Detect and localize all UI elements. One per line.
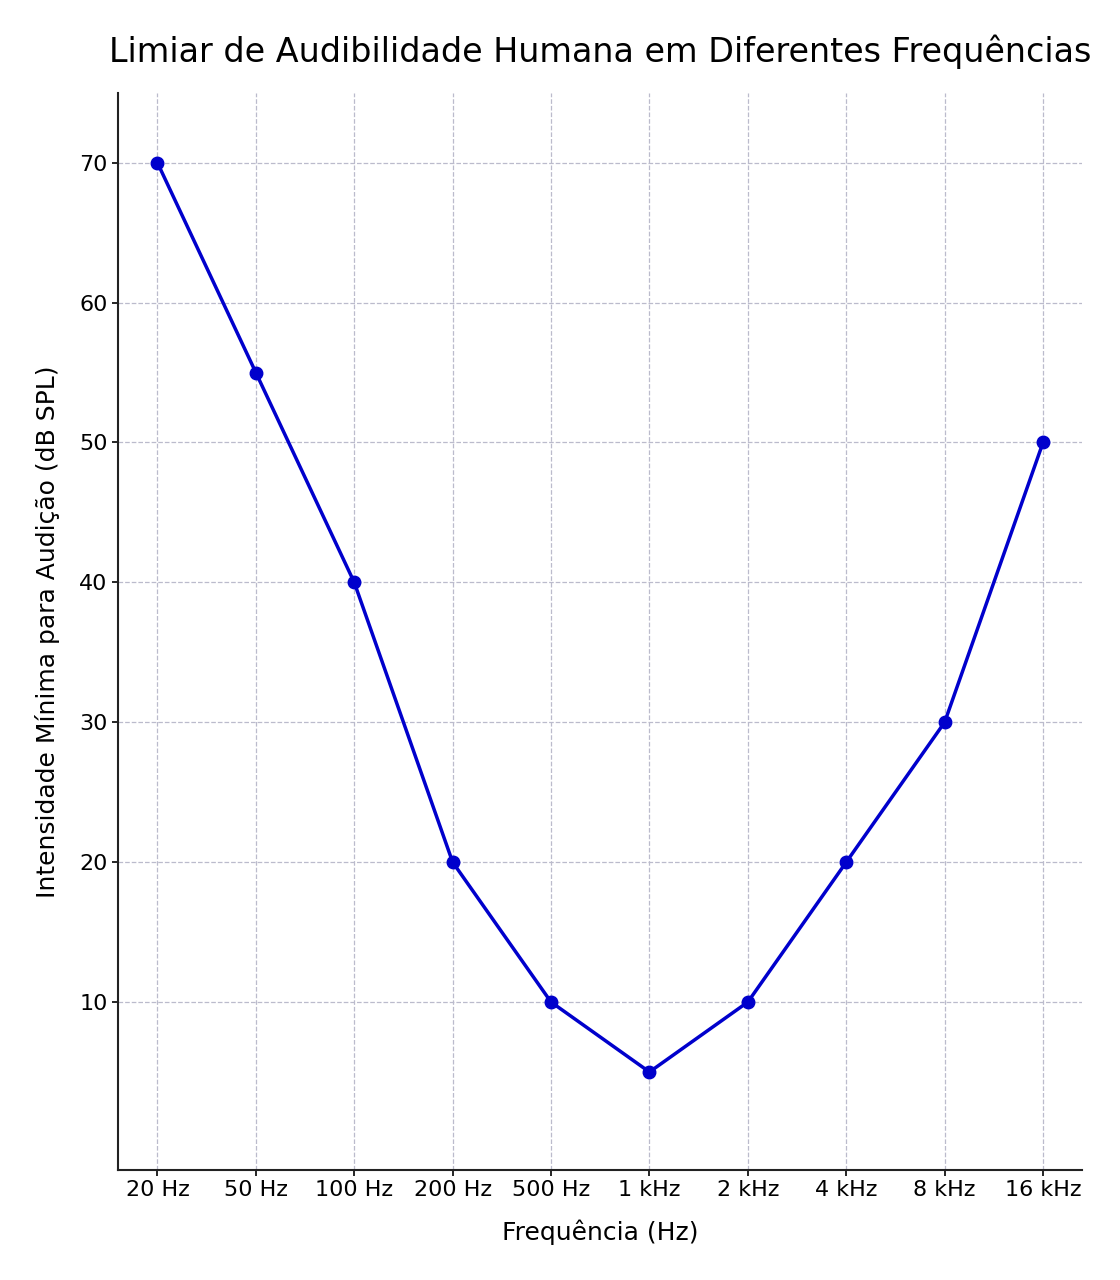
Title: Limiar de Audibilidade Humana em Diferentes Frequências: Limiar de Audibilidade Humana em Diferen… [109, 35, 1091, 69]
X-axis label: Frequência (Hz): Frequência (Hz) [502, 1220, 699, 1245]
Y-axis label: Intensidade Mínima para Audição (dB SPL): Intensidade Mínima para Audição (dB SPL) [35, 365, 59, 897]
